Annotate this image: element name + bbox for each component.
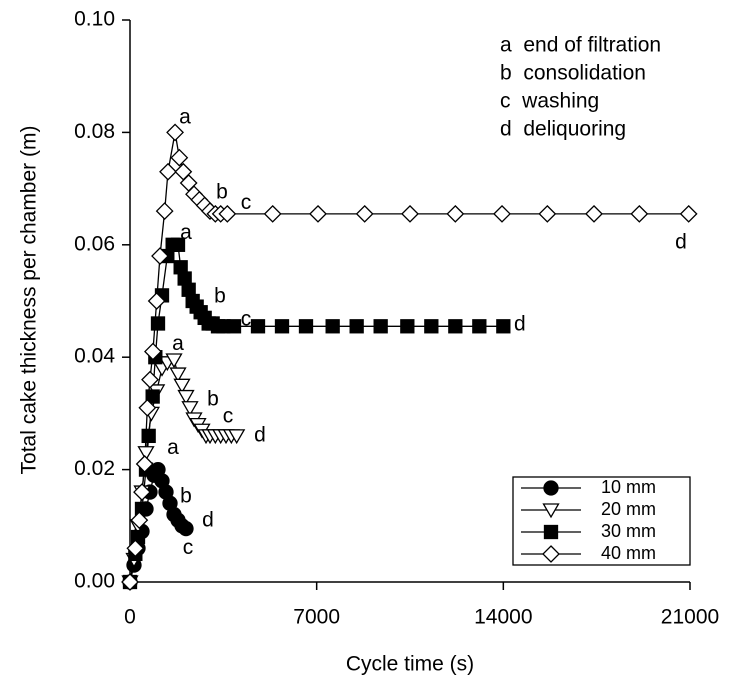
note: a end of filtration [500,34,661,57]
data-point [181,401,199,417]
data-point [144,342,162,361]
data-point [538,204,557,223]
legend-label: 30 mm [601,521,656,541]
data-point [130,511,149,530]
data-point [355,204,374,223]
data-point [630,204,649,223]
annotation: b [214,285,226,308]
data-point [325,319,340,334]
y-axis-title: Total cake thickness per chamber (m) [18,126,41,475]
data-point [585,204,603,223]
legend-marker [543,524,559,540]
annotation: a [179,105,191,128]
data-point [493,204,511,223]
annotation: d [675,231,687,254]
data-point [126,539,145,558]
data-point [274,319,290,334]
annotation: a [172,332,184,355]
y-tick-label: 0.06 [74,232,115,255]
data-point [446,204,465,223]
annotation: c [183,536,194,559]
y-tick-label: 0.02 [74,457,115,480]
data-point [147,292,166,310]
annotation: b [207,387,219,410]
data-point [424,319,439,334]
data-point [121,573,139,591]
data-point [263,204,282,223]
data-point [169,367,187,383]
annotation: d [254,423,266,446]
data-point [170,148,189,167]
data-point [150,316,166,331]
data-point [170,237,186,252]
legend-marker [543,480,559,496]
note: c washing [500,90,599,113]
data-point [165,353,183,369]
data-point [401,204,419,223]
y-tick-label: 0.08 [74,120,115,143]
data-point [137,446,155,462]
data-point [298,319,314,334]
legend-label: 10 mm [601,477,656,497]
data-point [400,319,415,334]
annotation: d [514,313,526,336]
data-point [173,378,191,394]
data-point [226,319,242,334]
legend-box [512,476,691,566]
data-point [155,202,174,220]
y-tick-label: 0.10 [74,8,115,31]
data-point [349,319,364,334]
data-point [145,389,160,404]
data-point [133,483,151,501]
x-tick-label: 7000 [293,606,340,629]
data-point [166,123,184,142]
data-point [159,162,177,181]
note: b consolidation [500,62,646,85]
data-point [250,319,266,334]
data-point [309,204,327,223]
x-tick-label: 14000 [474,606,532,629]
y-tick-label: 0.04 [74,345,115,368]
data-point [496,319,511,334]
x-tick-label: 21000 [661,606,719,629]
legend-marker [542,503,560,519]
annotation: b [216,181,228,204]
data-point [141,370,159,389]
data-point [178,520,194,537]
data-point [218,204,237,223]
annotation: b [180,485,192,508]
data-point [151,247,169,265]
data-point [679,204,698,223]
legend-label: 20 mm [601,499,656,519]
annotation: a [180,221,192,244]
legend-marker [542,545,560,563]
data-point [373,319,388,334]
annotation: c [223,404,234,427]
data-point [141,428,156,444]
x-axis-title: Cycle time (s) [346,653,474,676]
data-point [138,398,157,417]
data-point [177,389,195,405]
annotation: a [167,436,179,459]
y-tick-label: 0.00 [74,570,115,593]
data-point [135,455,154,473]
legend-label: 40 mm [601,543,656,563]
note: d deliquoring [500,118,626,141]
annotation: c [241,191,252,214]
data-point [448,319,463,334]
annotation: c [241,308,252,331]
data-point [228,429,246,445]
annotation: d [202,508,214,531]
data-point [472,319,487,334]
x-tick-label: 0 [124,606,136,629]
